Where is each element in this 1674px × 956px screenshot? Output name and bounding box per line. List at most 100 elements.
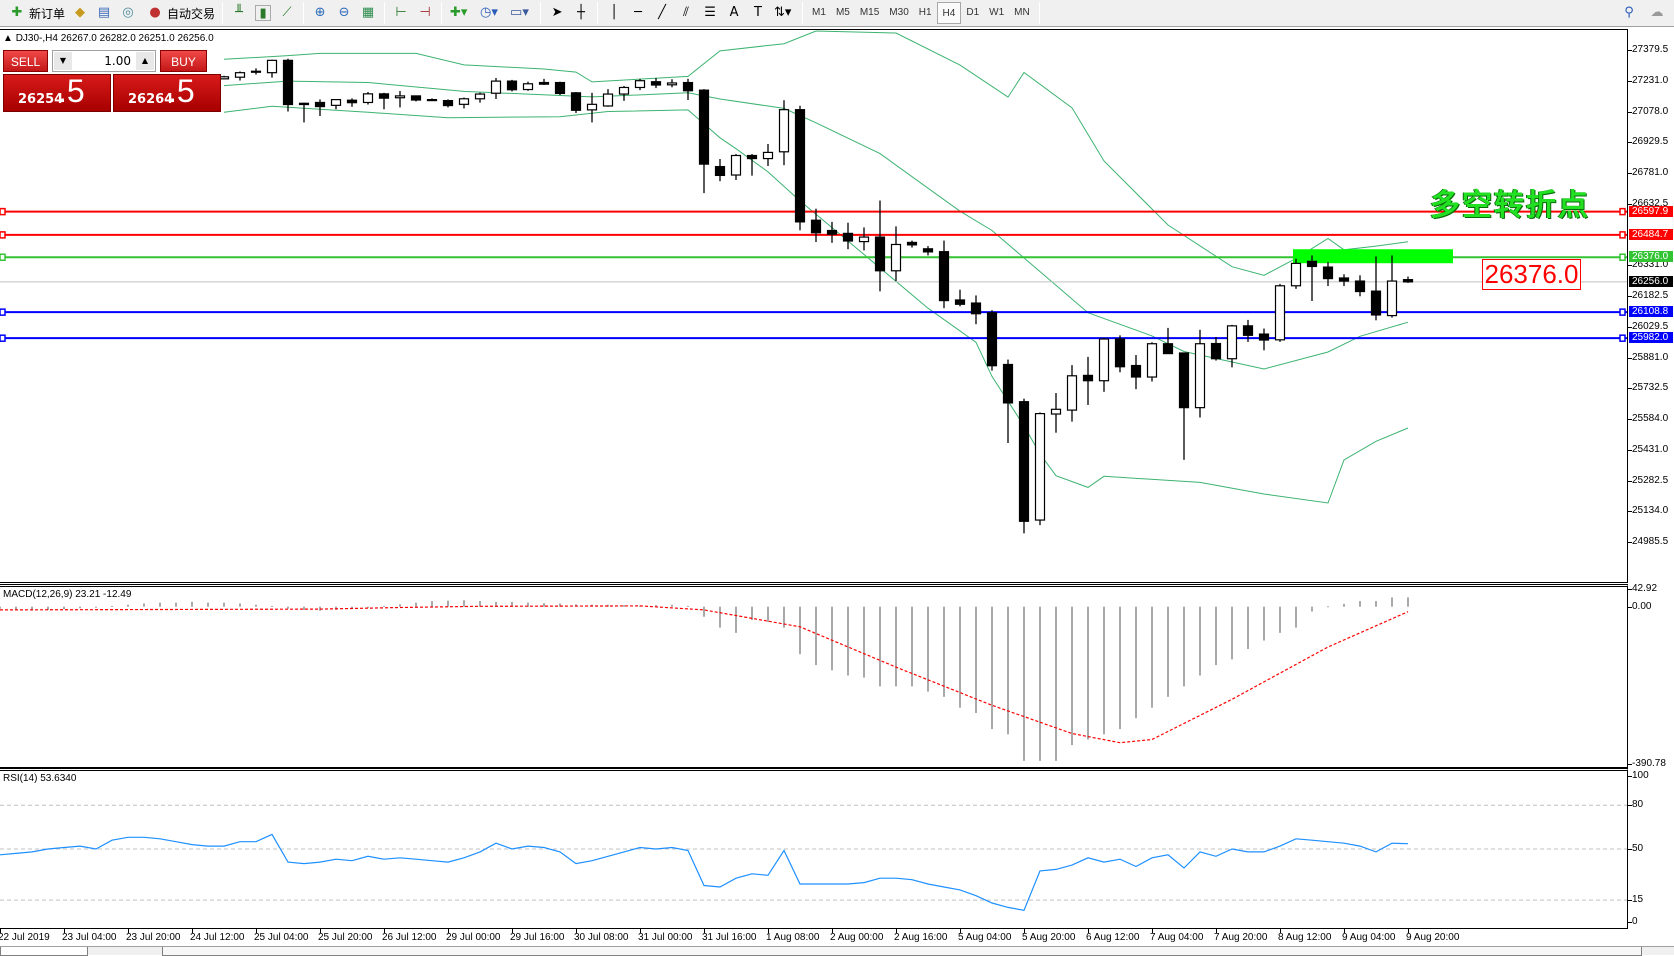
macd-pane[interactable]: MACD(12,26,9) 23.21 -12.49 xyxy=(0,584,1628,768)
bearish-candle xyxy=(714,165,726,177)
bar-chart-icon[interactable]: ╨ xyxy=(235,5,243,20)
timeframe-w1[interactable]: W1 xyxy=(989,7,1005,18)
bullish-candle xyxy=(666,82,678,86)
bearish-candle xyxy=(906,241,918,246)
macd-histogram-bar xyxy=(671,604,673,607)
bullish-candle xyxy=(858,236,870,243)
price-pane[interactable]: ▲ DJ30-,H4 26267.0 26282.0 26251.0 26256… xyxy=(0,29,1628,583)
indicators-icon[interactable]: ✚▾ xyxy=(450,5,468,20)
bearish-candle xyxy=(282,59,294,106)
timeframe-mn[interactable]: MN xyxy=(1014,7,1030,18)
volume-field[interactable]: ▼ 1.00 ▲ xyxy=(52,50,156,72)
macd-histogram-bar xyxy=(63,606,65,610)
bearish-candle xyxy=(698,89,710,165)
cursor-icon[interactable]: ➤ xyxy=(551,5,563,20)
price-axis-label: 26182.5 xyxy=(1632,289,1669,301)
price-axis-label: 25881.0 xyxy=(1632,351,1669,363)
volume-value[interactable]: 1.00 xyxy=(104,54,131,68)
text-icon[interactable]: A xyxy=(729,5,739,20)
price-axis-tick xyxy=(1628,50,1632,51)
macd-histogram-bar xyxy=(447,600,449,607)
macd-histogram-bar xyxy=(1279,606,1281,633)
bearish-candle xyxy=(922,248,934,253)
macd-histogram-bar xyxy=(959,606,961,708)
buy-button[interactable]: BUY xyxy=(160,50,207,72)
candlestick-icon[interactable]: ▮ xyxy=(255,5,272,21)
crosshair-icon[interactable]: ┼ xyxy=(577,5,585,20)
price-axis-tick xyxy=(1628,541,1632,543)
vertical-line-icon[interactable]: │ xyxy=(610,5,618,20)
macd-histogram-bar xyxy=(815,606,817,666)
macd-histogram-bar xyxy=(111,605,113,607)
auto-trade-button[interactable]: ● 自动交易 xyxy=(140,2,218,25)
collapse-triangle-icon[interactable]: ▲ xyxy=(3,33,16,44)
time-axis[interactable]: 22 Jul 2019 23 Jul 04:00 23 Jul 20:00 24 Ju… xyxy=(0,929,1674,946)
horizontal-line-icon[interactable]: ─ xyxy=(634,5,642,20)
annotation-text[interactable]: 多空转折点 xyxy=(1430,188,1590,223)
buy-price-fraction: .5 xyxy=(168,73,195,109)
timeframe-d1[interactable]: D1 xyxy=(966,7,980,18)
line-chart-icon[interactable]: ⟋ xyxy=(282,5,292,20)
search-icon[interactable]: ⚲ xyxy=(1624,5,1634,20)
level-handle-right xyxy=(1619,334,1626,342)
zoom-out-icon[interactable]: ⊖ xyxy=(338,5,350,20)
one-click-trading-panel: SELL ▼ 1.00 ▲ BUY 26254 .5 26264 .5 xyxy=(3,50,222,116)
trendline-icon[interactable]: ╱ xyxy=(658,5,666,20)
chart-window[interactable]: ▲ DJ30-,H4 26267.0 26282.0 26251.0 26256… xyxy=(0,28,1674,956)
time-axis-label: 26 Jul 12:00 xyxy=(382,932,437,943)
timeframe-h1[interactable]: H1 xyxy=(918,7,932,18)
price-axis-tick xyxy=(1628,265,1632,267)
timeframe-m1[interactable]: M1 xyxy=(812,7,826,18)
macd-histogram-bar xyxy=(655,605,657,607)
volume-increase-button[interactable]: ▲ xyxy=(136,52,154,70)
sell-button[interactable]: SELL xyxy=(3,50,48,72)
tile-windows-icon[interactable]: ▦ xyxy=(361,5,375,20)
timeframe-h4[interactable]: H4 xyxy=(936,2,962,24)
annotation-price-tag[interactable]: 26376.0 xyxy=(1482,259,1581,290)
time-axis-label: 25 Jul 20:00 xyxy=(318,932,373,943)
periods-icon[interactable]: ◷▾ xyxy=(480,5,498,20)
bullish-candle xyxy=(458,98,470,105)
level-handle-left xyxy=(0,207,6,216)
market-watch-icon[interactable]: ◆ xyxy=(75,5,86,20)
timeframe-m5[interactable]: M5 xyxy=(835,7,850,18)
macd-histogram-bar xyxy=(271,605,273,607)
new-order-button[interactable]: ✚ 新订单 xyxy=(2,2,68,25)
arrows-icon[interactable]: ⇅▾ xyxy=(774,5,792,20)
rsi-axis[interactable]: 100 80 50 15 0 xyxy=(1628,768,1674,929)
macd-histogram-bar xyxy=(831,606,833,671)
fibonacci-icon[interactable]: ☰ xyxy=(704,5,716,20)
bearish-candle xyxy=(1162,343,1174,355)
bearish-candle xyxy=(1018,401,1030,522)
templates-icon[interactable]: ▭▾ xyxy=(510,5,529,20)
chart-shift-icon[interactable]: ⊣ xyxy=(419,5,431,20)
chat-icon[interactable]: ☁ xyxy=(1650,5,1664,20)
price-axis-tick xyxy=(1628,111,1632,113)
price-axis-label: 26029.5 xyxy=(1632,321,1669,333)
volume-decrease-button[interactable]: ▼ xyxy=(54,52,72,70)
buy-price-box[interactable]: 26264 .5 xyxy=(113,73,221,112)
macd-histogram-bar xyxy=(991,606,993,730)
timeframe-m30[interactable]: M30 xyxy=(889,7,909,18)
price-axis[interactable]: 27379.5 27231.0 27078.0 26929.5 26781.0 26632… xyxy=(1628,29,1674,583)
macd-axis-tick xyxy=(1628,589,1632,591)
rsi-pane[interactable]: RSI(14) 53.6340 xyxy=(0,768,1628,929)
data-window-icon[interactable]: ▤ xyxy=(97,5,111,20)
sell-price-box[interactable]: 26254 .5 xyxy=(3,73,111,112)
navigator-icon[interactable]: ◎ xyxy=(122,5,134,20)
macd-histogram-bar xyxy=(895,606,897,687)
text-label-icon[interactable]: T xyxy=(754,5,762,20)
buy-price-main: 26264 xyxy=(128,92,174,107)
bullish-candle xyxy=(1290,262,1302,287)
price-chart[interactable] xyxy=(0,30,1627,583)
zoom-in-icon[interactable]: ⊕ xyxy=(314,5,326,20)
bearish-candle xyxy=(346,99,358,104)
price-axis-label: 25732.5 xyxy=(1632,382,1669,394)
equidistant-channel-icon[interactable]: ⫽ xyxy=(683,5,689,20)
auto-scroll-icon[interactable]: ⊢ xyxy=(395,5,407,20)
bearish-candle xyxy=(746,154,758,160)
macd-axis[interactable]: 42.92 0.00 -390.78 xyxy=(1628,583,1674,769)
timeframe-m15[interactable]: M15 xyxy=(859,7,880,18)
time-axis-tick xyxy=(1280,929,1281,933)
price-axis-tick xyxy=(1628,203,1632,205)
